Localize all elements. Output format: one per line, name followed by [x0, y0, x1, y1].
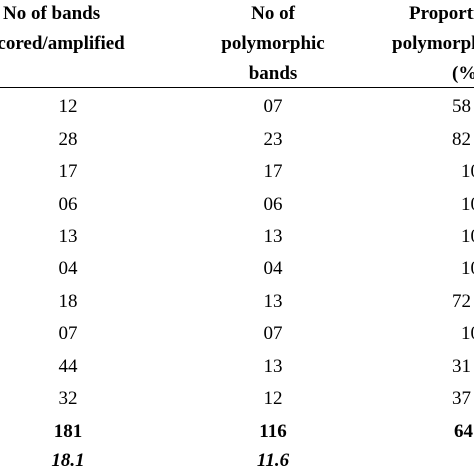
- table-cell: 04: [58, 258, 78, 279]
- col3-header-line2: polymorphic: [392, 33, 474, 54]
- table-cell: 07: [263, 96, 283, 117]
- col3-header-line3: (%): [452, 63, 474, 84]
- table-cell: 07: [58, 323, 78, 344]
- total-cell: 181: [53, 421, 83, 442]
- table-cell: 44: [58, 356, 78, 377]
- header-rule: [0, 87, 474, 88]
- table-cell: 13: [263, 291, 283, 312]
- col1-header-line2: scored/amplified: [0, 33, 125, 54]
- table-cell: 13: [263, 356, 283, 377]
- table-cell: 37: [452, 388, 471, 409]
- table-cell: 13: [58, 226, 78, 247]
- table-cell: 06: [263, 194, 283, 215]
- total-cell: 116: [259, 421, 287, 442]
- table-cell: 100: [461, 194, 474, 215]
- table-cell: 100: [461, 323, 474, 344]
- table-cell: 28: [58, 129, 78, 150]
- table-cell: 12: [58, 96, 78, 117]
- table-cell: 31: [452, 356, 471, 377]
- table-cell: 17: [263, 161, 283, 182]
- table-cell: 82: [452, 129, 471, 150]
- table-cell: 23: [263, 129, 283, 150]
- col2-header-line2: polymorphic: [221, 33, 325, 54]
- col2-header-line1: No of: [251, 3, 295, 24]
- table-cell: 13: [263, 226, 283, 247]
- table-cell: 06: [58, 194, 78, 215]
- table-cell: 100: [461, 226, 474, 247]
- table-cell: 07: [263, 323, 283, 344]
- table-cell: 100: [461, 161, 474, 182]
- col2-header-line3: bands: [248, 63, 298, 84]
- average-cell: 18.1: [51, 450, 85, 471]
- col3-header-line1: Proportion: [409, 3, 474, 24]
- table-cell: 04: [263, 258, 283, 279]
- table-header: No of bands scored/amplified No of polym…: [0, 0, 474, 86]
- table-cell: 72: [452, 291, 471, 312]
- table-cell: 12: [263, 388, 283, 409]
- table-cell: 100: [461, 258, 474, 279]
- table-cell: 17: [58, 161, 78, 182]
- col1-header-line1: No of bands: [3, 3, 101, 24]
- table-cell: 58: [452, 96, 471, 117]
- table-cell: 32: [58, 388, 78, 409]
- table-cell: 18: [58, 291, 78, 312]
- average-cell: 11.6: [256, 450, 290, 471]
- total-cell: 64: [454, 421, 473, 442]
